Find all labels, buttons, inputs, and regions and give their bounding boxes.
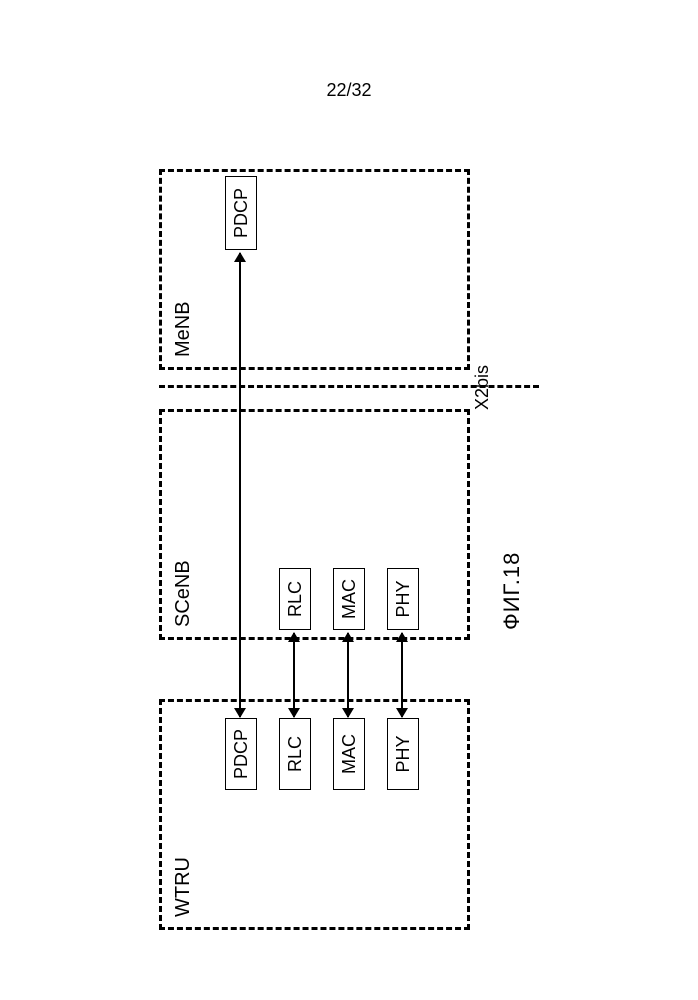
- wtru-mac-box: MAC: [333, 718, 365, 790]
- scenb-phy-box: PHY: [387, 568, 419, 630]
- page-number: 22/32: [0, 80, 698, 101]
- arrow-rlc: [293, 633, 295, 717]
- arrow-mac: [347, 633, 349, 717]
- scenb-phy-label: PHY: [393, 581, 414, 618]
- menb-pdcp-box: PDCP: [225, 176, 257, 250]
- scenb-rlc-label: RLC: [285, 581, 306, 617]
- group-wtru-label: WTRU: [172, 857, 195, 917]
- group-menb-label: MeNB: [172, 301, 195, 357]
- diagram: WTRU PDCP RLC MAC PHY SCeNB RLC MAC PHY …: [159, 170, 539, 930]
- group-wtru: WTRU: [159, 699, 470, 930]
- figure-caption: ФИГ.18: [499, 552, 525, 630]
- scenb-mac-box: MAC: [333, 568, 365, 630]
- scenb-rlc-box: RLC: [279, 568, 311, 630]
- group-scenb-label: SCeNB: [172, 560, 195, 627]
- menb-pdcp-label: PDCP: [231, 188, 252, 238]
- group-scenb: SCeNB: [159, 409, 470, 640]
- wtru-pdcp-box: PDCP: [225, 718, 257, 790]
- wtru-pdcp-label: PDCP: [231, 729, 252, 779]
- arrow-pdcp: [239, 253, 241, 717]
- wtru-phy-box: PHY: [387, 718, 419, 790]
- wtru-rlc-box: RLC: [279, 718, 311, 790]
- wtru-mac-label: MAC: [339, 734, 360, 774]
- arrow-phy: [401, 633, 403, 717]
- group-menb: MeNB: [159, 169, 470, 370]
- wtru-rlc-label: RLC: [285, 736, 306, 772]
- x2bis-label: X2bis: [472, 365, 493, 410]
- scenb-mac-label: MAC: [339, 579, 360, 619]
- wtru-phy-label: PHY: [393, 736, 414, 773]
